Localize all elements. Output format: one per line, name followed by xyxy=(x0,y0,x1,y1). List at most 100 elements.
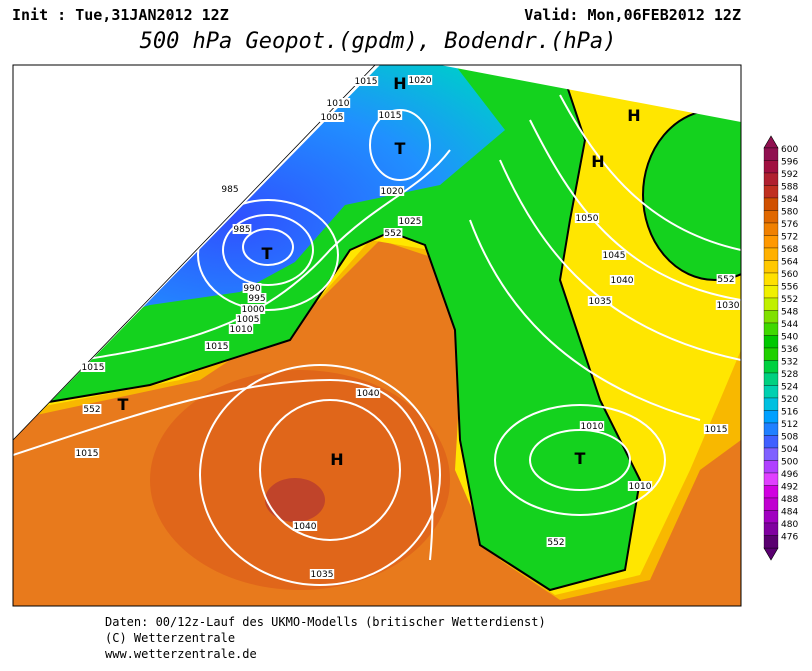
isobar-label: 1035 xyxy=(589,297,612,307)
label-bg xyxy=(609,275,635,285)
label-bg xyxy=(292,521,318,531)
isobar-label: 1015 xyxy=(206,342,229,352)
label-bg xyxy=(242,283,262,293)
label-bg xyxy=(601,250,627,260)
colorbar-swatch xyxy=(763,160,779,174)
colorbar-level: 540 xyxy=(781,333,798,343)
isobar-label: 552 xyxy=(547,538,564,548)
colorbar-level: 532 xyxy=(781,358,798,368)
footer-line: (C) Wetterzentrale xyxy=(105,631,235,645)
label-bg xyxy=(407,75,433,85)
isobar-label: 1020 xyxy=(409,76,432,86)
colorbar-level: 576 xyxy=(781,220,798,230)
colorbar-level: 512 xyxy=(781,420,798,430)
pressure-center: T xyxy=(118,395,129,414)
footer-line: www.wetterzentrale.de xyxy=(105,647,257,661)
colorbar-swatch xyxy=(763,460,779,474)
colorbar-swatch xyxy=(763,147,779,161)
colorbar-swatch xyxy=(763,410,779,424)
colorbar-level: 572 xyxy=(781,233,798,243)
label-bg xyxy=(247,293,267,303)
colorbar-level: 584 xyxy=(781,195,798,205)
label-bg xyxy=(325,98,351,108)
isobar-label: 990 xyxy=(243,284,260,294)
label-bg xyxy=(220,184,240,194)
colorbar-level: 560 xyxy=(781,270,798,280)
label-bg xyxy=(309,569,335,579)
colorbar-level: 544 xyxy=(781,320,798,330)
colorbar-level: 564 xyxy=(781,258,798,268)
colorbar-level: 556 xyxy=(781,283,798,293)
isobar-label: 1005 xyxy=(321,113,344,123)
isobar-label: 1040 xyxy=(611,276,634,286)
footer-line: Daten: 00/12z-Lauf des UKMO-Modells (bri… xyxy=(105,615,546,629)
isobar-label: 1015 xyxy=(705,425,728,435)
label-bg xyxy=(235,314,261,324)
colorbar-swatch xyxy=(763,185,779,199)
isobar-label: 1015 xyxy=(355,77,378,87)
isobar-label: 1015 xyxy=(76,449,99,459)
colorbar-level: 500 xyxy=(781,458,798,468)
colorbar-level: 508 xyxy=(781,433,798,443)
colorbar-swatch xyxy=(763,447,779,461)
label-bg xyxy=(703,424,729,434)
colorbar-swatch xyxy=(763,335,779,349)
label-bg xyxy=(228,324,254,334)
label-bg xyxy=(204,341,230,351)
colorbar-swatch xyxy=(763,347,779,361)
colorbar-level: 528 xyxy=(781,370,798,380)
colorbar-swatch xyxy=(763,272,779,286)
label-bg xyxy=(627,481,653,491)
colorbar-swatch xyxy=(763,360,779,374)
colorbar-cap xyxy=(763,135,779,149)
colorbar-level: 480 xyxy=(781,520,798,530)
isobar-label: 1040 xyxy=(357,389,380,399)
label-bg xyxy=(353,76,379,86)
valid-time: Valid: Mon,06FEB2012 12Z xyxy=(524,6,741,24)
colorbar-swatch xyxy=(763,397,779,411)
isobar-label: 1030 xyxy=(717,301,740,311)
colorbar-swatch xyxy=(763,322,779,336)
isobar-label: 1000 xyxy=(242,305,265,315)
colorbar-level: 492 xyxy=(781,483,798,493)
isobar-label: 1020 xyxy=(381,187,404,197)
colorbar-swatch xyxy=(763,247,779,261)
pressure-center: H xyxy=(591,152,604,171)
colorbar-swatch xyxy=(763,510,779,524)
colorbar-swatch xyxy=(763,210,779,224)
isobar-label: 1040 xyxy=(294,522,317,532)
isobar-label: 1035 xyxy=(311,570,334,580)
label-bg xyxy=(377,110,403,120)
isobar-label: 1025 xyxy=(399,217,422,227)
label-bg xyxy=(579,421,605,431)
colorbar-level: 488 xyxy=(781,495,798,505)
isobar-label: 985 xyxy=(233,225,250,235)
label-bg xyxy=(397,216,423,226)
isobar-label: 1015 xyxy=(379,111,402,121)
isobar-label: 1005 xyxy=(237,315,260,325)
pressure-center: H xyxy=(627,106,640,125)
colorbar-swatch xyxy=(763,197,779,211)
colorbar-swatch xyxy=(763,222,779,236)
colorbar-level: 516 xyxy=(781,408,798,418)
colorbar-swatch xyxy=(763,372,779,386)
colorbar-level: 520 xyxy=(781,395,798,405)
isobar-label: 1045 xyxy=(603,251,626,261)
label-bg xyxy=(232,224,252,234)
label-bg xyxy=(240,304,266,314)
label-bg xyxy=(716,274,736,284)
pressure-center: T xyxy=(262,244,273,263)
colorbar-swatch xyxy=(763,172,779,186)
isobar-label: 552 xyxy=(384,229,401,239)
colorbar-swatch xyxy=(763,497,779,511)
colorbar-level: 536 xyxy=(781,345,798,355)
isobar-label: 1010 xyxy=(230,325,253,335)
label-bg xyxy=(82,404,102,414)
colorbar-swatch xyxy=(763,522,779,536)
label-bg xyxy=(574,213,600,223)
color-bar: 600 596 592 588 584 580 576 572 568 564 560 556 552 5… xyxy=(763,135,798,561)
colorbar-swatch xyxy=(763,485,779,499)
colorbar-swatch xyxy=(763,310,779,324)
label-bg xyxy=(74,448,100,458)
